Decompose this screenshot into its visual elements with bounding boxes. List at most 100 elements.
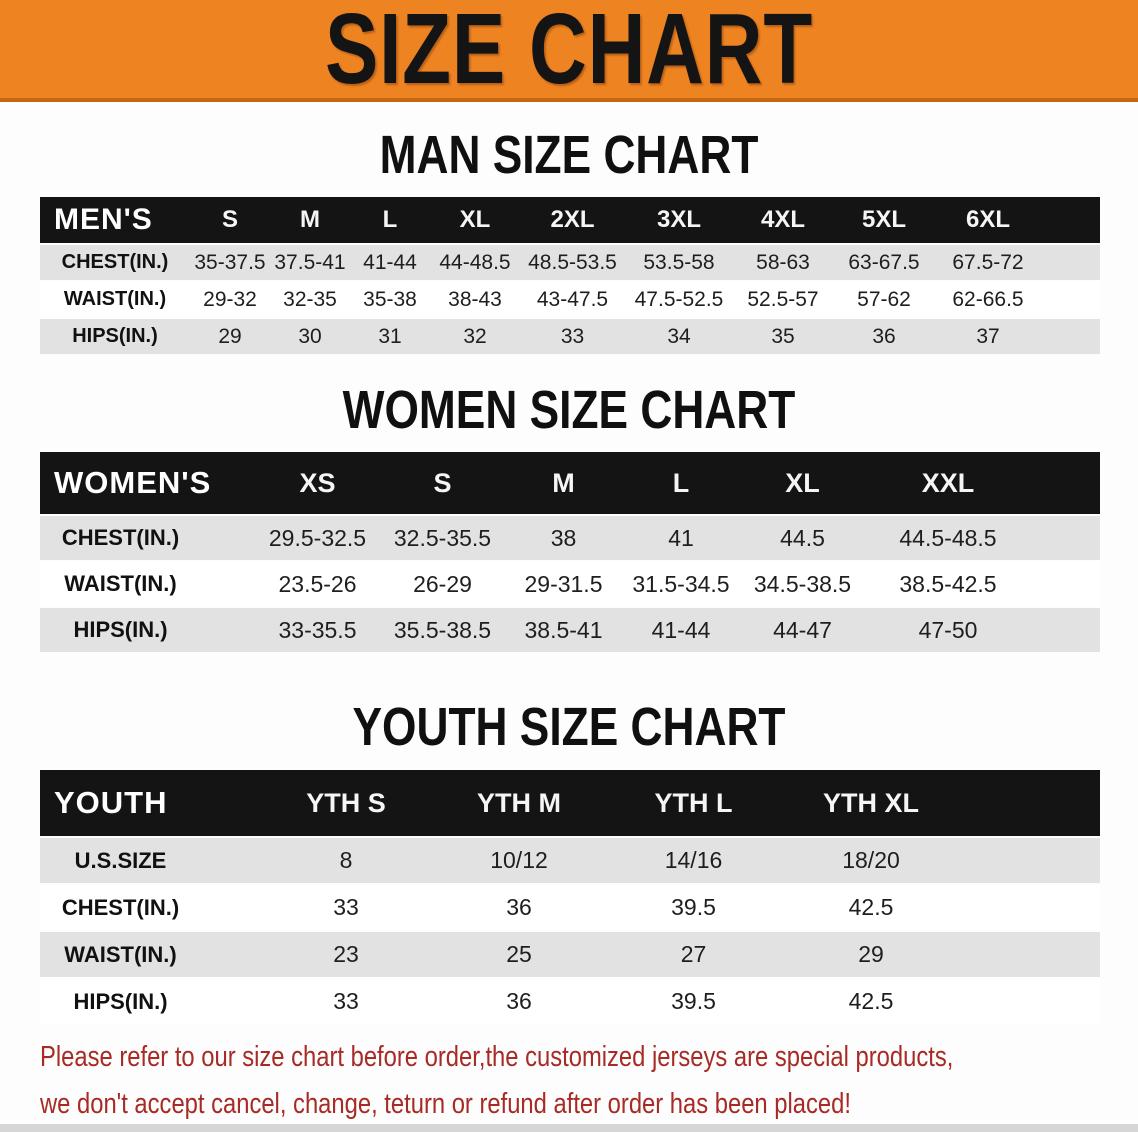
table-cell: 23 (260, 932, 432, 977)
table-cell: 41-44 (622, 608, 740, 652)
youth-ussize-row: U.S.SIZE 8 10/12 14/16 18/20 (40, 838, 1100, 883)
women-hips-row: HIPS(IN.) 33-35.5 35.5-38.5 38.5-41 41-4… (40, 608, 1100, 652)
bottom-bar (0, 1124, 1138, 1132)
table-cell: 47-50 (865, 608, 1100, 652)
women-waist-row: WAIST(IN.) 23.5-26 26-29 29-31.5 31.5-34… (40, 562, 1100, 606)
row-label: CHEST(IN.) (40, 245, 190, 280)
table-cell: 29 (781, 932, 1100, 977)
table-cell: 32-35 (270, 282, 350, 317)
table-cell: 35-37.5 (190, 245, 270, 280)
table-cell: 47.5-52.5 (625, 282, 733, 317)
table-cell: 36 (833, 319, 935, 354)
women-table-title-cell: WOMEN'S (40, 452, 255, 514)
women-chest-row: CHEST(IN.) 29.5-32.5 32.5-35.5 38 41 44.… (40, 516, 1100, 560)
table-cell: 38 (505, 516, 622, 560)
row-label: HIPS(IN.) (40, 608, 255, 652)
table-cell: 36 (432, 885, 606, 930)
table-cell: 14/16 (606, 838, 781, 883)
table-cell: 35-38 (350, 282, 430, 317)
table-cell: 32.5-35.5 (380, 516, 505, 560)
table-cell: 31.5-34.5 (622, 562, 740, 606)
men-section-heading-text: MAN SIZE CHART (379, 125, 759, 185)
footer-note-line2: we don't accept cancel, change, teturn o… (40, 1088, 851, 1120)
table-cell: 42.5 (781, 885, 1100, 930)
men-size-table: MEN'S S M L XL 2XL 3XL 4XL 5XL 6XL CHEST… (40, 195, 1100, 356)
youth-hips-row: HIPS(IN.) 33 36 39.5 42.5 (40, 979, 1100, 1024)
men-column-header: S (190, 197, 270, 243)
youth-column-header: YTH L (606, 770, 781, 836)
table-cell: 39.5 (606, 885, 781, 930)
table-cell: 41-44 (350, 245, 430, 280)
table-cell: 27 (606, 932, 781, 977)
women-column-header: XL (740, 452, 865, 514)
women-column-header: L (622, 452, 740, 514)
table-cell: 33-35.5 (255, 608, 380, 652)
table-cell: 62-66.5 (935, 282, 1100, 317)
table-cell: 42.5 (781, 979, 1100, 1024)
men-section-heading: MAN SIZE CHART (0, 128, 1138, 182)
table-cell: 44-47 (740, 608, 865, 652)
table-cell: 34.5-38.5 (740, 562, 865, 606)
women-section-heading: WOMEN SIZE CHART (0, 383, 1138, 437)
table-cell: 29.5-32.5 (255, 516, 380, 560)
youth-waist-row: WAIST(IN.) 23 25 27 29 (40, 932, 1100, 977)
youth-column-header: YTH S (260, 770, 432, 836)
men-column-header: 2XL (520, 197, 625, 243)
men-column-header: 6XL (935, 197, 1100, 243)
table-cell: 48.5-53.5 (520, 245, 625, 280)
row-label: U.S.SIZE (40, 838, 260, 883)
men-column-header: M (270, 197, 350, 243)
table-cell: 52.5-57 (733, 282, 833, 317)
youth-chest-row: CHEST(IN.) 33 36 39.5 42.5 (40, 885, 1100, 930)
table-cell: 33 (520, 319, 625, 354)
row-label: HIPS(IN.) (40, 319, 190, 354)
footer-note-line1: Please refer to our size chart before or… (40, 1041, 954, 1073)
youth-section-heading: YOUTH SIZE CHART (0, 700, 1138, 754)
table-cell: 34 (625, 319, 733, 354)
table-cell: 29 (190, 319, 270, 354)
men-table-header-row: MEN'S S M L XL 2XL 3XL 4XL 5XL 6XL (40, 197, 1100, 243)
table-cell: 36 (432, 979, 606, 1024)
youth-column-header: YTH M (432, 770, 606, 836)
table-cell: 29-32 (190, 282, 270, 317)
table-cell: 29-31.5 (505, 562, 622, 606)
youth-table-header-row: YOUTH YTH S YTH M YTH L YTH XL (40, 770, 1100, 836)
table-cell: 30 (270, 319, 350, 354)
banner-title: SIZE CHART (325, 0, 813, 105)
table-cell: 57-62 (833, 282, 935, 317)
row-label: WAIST(IN.) (40, 932, 260, 977)
table-cell: 67.5-72 (935, 245, 1100, 280)
table-cell: 63-67.5 (833, 245, 935, 280)
table-cell: 43-47.5 (520, 282, 625, 317)
table-cell: 35.5-38.5 (380, 608, 505, 652)
table-cell: 53.5-58 (625, 245, 733, 280)
table-cell: 8 (260, 838, 432, 883)
women-section-heading-text: WOMEN SIZE CHART (342, 380, 796, 440)
banner: SIZE CHART (0, 0, 1138, 102)
men-table-title-cell: MEN'S (40, 197, 190, 243)
table-cell: 10/12 (432, 838, 606, 883)
women-table-header-row: WOMEN'S XS S M L XL XXL (40, 452, 1100, 514)
men-column-header: 5XL (833, 197, 935, 243)
table-cell: 33 (260, 979, 432, 1024)
table-cell: 35 (733, 319, 833, 354)
row-label: WAIST(IN.) (40, 562, 255, 606)
table-cell: 58-63 (733, 245, 833, 280)
men-hips-row: HIPS(IN.) 29 30 31 32 33 34 35 36 37 (40, 319, 1100, 354)
table-cell: 25 (432, 932, 606, 977)
table-cell: 32 (430, 319, 520, 354)
table-cell: 38.5-41 (505, 608, 622, 652)
table-cell: 41 (622, 516, 740, 560)
women-column-header: M (505, 452, 622, 514)
youth-table-title-cell: YOUTH (40, 770, 260, 836)
women-size-table: WOMEN'S XS S M L XL XXL CHEST(IN.) 29.5-… (40, 450, 1100, 654)
table-cell: 37.5-41 (270, 245, 350, 280)
men-column-header: 4XL (733, 197, 833, 243)
row-label: CHEST(IN.) (40, 885, 260, 930)
men-column-header: L (350, 197, 430, 243)
youth-size-table: YOUTH YTH S YTH M YTH L YTH XL U.S.SIZE … (40, 768, 1100, 1026)
table-cell: 26-29 (380, 562, 505, 606)
table-cell: 38-43 (430, 282, 520, 317)
row-label: WAIST(IN.) (40, 282, 190, 317)
